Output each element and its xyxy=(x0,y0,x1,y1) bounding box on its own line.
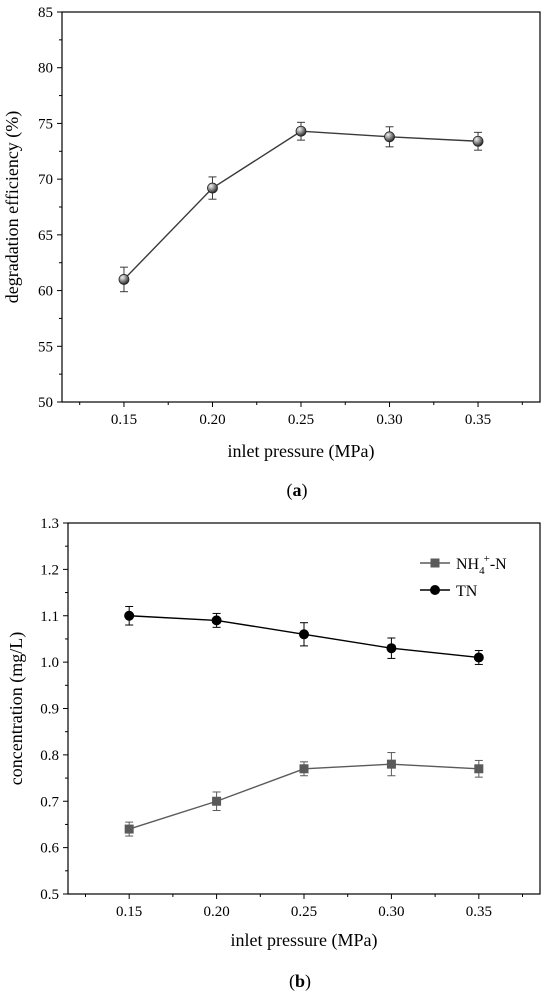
panel-label: (b) xyxy=(289,971,311,992)
plot-frame xyxy=(67,522,541,895)
y-tick-label: 1.2 xyxy=(40,562,59,578)
data-point xyxy=(211,615,222,626)
y-axis-title: degradation efficiency (%) xyxy=(2,111,23,304)
y-tick-label: 1.0 xyxy=(40,655,59,671)
y-tick-label: 0.7 xyxy=(40,794,59,810)
legend-marker xyxy=(430,558,440,568)
plot-frame xyxy=(61,11,541,403)
chart-panel-a: 50 55 60 65 70 75 80 85 0.15 0.20 0.25 0.30 0.35 inle… xyxy=(2,5,541,501)
data-point xyxy=(386,643,397,654)
y-tick-label: 1.1 xyxy=(40,609,59,625)
x-tick-label: 0.15 xyxy=(111,412,137,428)
panel-label-letter: b xyxy=(295,971,305,991)
y-tick-label: 0.9 xyxy=(40,702,59,718)
x-tick-label: 0.35 xyxy=(466,904,492,920)
legend-text-sub: 4 xyxy=(479,565,485,577)
data-point xyxy=(212,796,222,806)
y-tick-label: 0.6 xyxy=(40,841,59,857)
data-point xyxy=(124,610,135,621)
data-point xyxy=(207,182,218,194)
y-tick-label: 0.5 xyxy=(40,887,59,903)
x-tick-label: 0.20 xyxy=(203,904,229,920)
x-tick-label: 0.15 xyxy=(116,904,142,920)
legend-label-1: TN xyxy=(456,583,478,600)
y-tick-label: 75 xyxy=(38,116,53,132)
legend-text-base: TN xyxy=(456,583,478,600)
data-point xyxy=(472,135,484,147)
y-tick-label: 1.3 xyxy=(40,516,59,532)
y-tick-label: 80 xyxy=(38,61,53,77)
x-axis-title: inlet pressure (MPa) xyxy=(231,930,378,951)
data-point xyxy=(299,629,309,640)
y-tick-label: 65 xyxy=(38,228,53,244)
data-point xyxy=(299,764,309,774)
data-point xyxy=(474,764,484,774)
x-tick-label: 0.20 xyxy=(199,412,225,428)
data-point xyxy=(473,652,484,663)
legend-label-0: NH4+-N xyxy=(456,553,507,577)
x-tick-label: 0.30 xyxy=(378,904,404,920)
panel-label: (a) xyxy=(287,480,308,501)
data-point xyxy=(295,125,307,137)
y-tick-label: 55 xyxy=(38,339,53,355)
legend-text-tail: -N xyxy=(490,556,507,573)
legend-text-sup: + xyxy=(484,553,490,565)
chart-panel-b: 0.5 0.6 0.7 0.8 0.9 1.0 1.1 1.2 1.3 0.15 0.20 0.25 0… xyxy=(6,516,541,992)
x-tick-label: 0.25 xyxy=(288,412,314,428)
x-tick-label: 0.25 xyxy=(291,904,317,920)
y-tick-label: 0.8 xyxy=(40,748,59,764)
legend-marker xyxy=(430,585,440,595)
series-line-0 xyxy=(123,130,479,280)
legend-text-base: NH xyxy=(456,556,480,573)
x-axis-title: inlet pressure (MPa) xyxy=(228,441,375,462)
x-tick-label: 0.35 xyxy=(465,412,491,428)
data-point xyxy=(118,274,130,285)
panel-label-letter: a xyxy=(293,480,302,500)
data-point xyxy=(386,759,396,769)
y-tick-label: 50 xyxy=(38,395,53,411)
x-tick-label: 0.30 xyxy=(376,412,402,428)
data-point xyxy=(384,131,395,143)
y-tick-label: 85 xyxy=(38,5,53,21)
y-axis-title: concentration (mg/L) xyxy=(6,632,27,785)
y-tick-label: 70 xyxy=(38,172,53,188)
y-tick-label: 60 xyxy=(38,284,53,300)
data-point xyxy=(124,824,134,834)
legend: NH4+-N TN xyxy=(420,553,507,600)
